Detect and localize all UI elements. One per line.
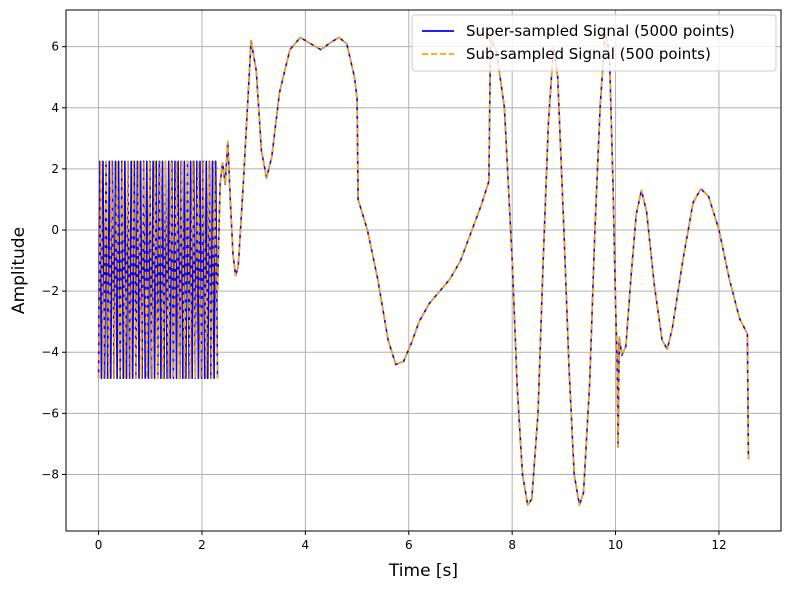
x-tick-label: 2 <box>198 538 206 552</box>
series-layer <box>97 30 750 506</box>
legend-label-super: Super-sampled Signal (5000 points) <box>466 22 735 40</box>
y-tick-label: 4 <box>51 101 59 115</box>
y-tick-label: 6 <box>51 40 59 54</box>
y-tick-label: 2 <box>51 162 59 176</box>
x-tick-label: 4 <box>302 538 310 552</box>
x-tick-label: 10 <box>608 538 623 552</box>
y-tick-label: 0 <box>51 223 59 237</box>
series-line-1-burst <box>97 160 219 379</box>
series-line-1-curve <box>216 30 750 506</box>
y-tick-label: −4 <box>41 345 59 359</box>
y-tick-label: −6 <box>41 406 59 420</box>
plot-frame <box>65 9 782 532</box>
series-1 <box>97 30 750 506</box>
x-tick-label: 6 <box>405 538 413 552</box>
y-tick-label: −2 <box>41 284 59 298</box>
axis-ticks: 0 2 4 6 8 10 12 6 4 2 0 −2 −4 −6 −8 <box>41 40 726 552</box>
x-axis-label: Time [s] <box>388 561 458 581</box>
y-tick-label: −8 <box>41 467 59 481</box>
legend-box <box>411 14 777 72</box>
x-tick-label: 0 <box>95 538 103 552</box>
y-axis-label: Amplitude <box>9 227 29 314</box>
x-tick-label: 8 <box>508 538 516 552</box>
legend-label-sub: Sub-sampled Signal (500 points) <box>466 45 711 63</box>
grid-lines <box>66 10 781 531</box>
legend: Super-sampled Signal (5000 points) Sub-s… <box>411 14 777 72</box>
x-tick-label: 12 <box>711 538 726 552</box>
